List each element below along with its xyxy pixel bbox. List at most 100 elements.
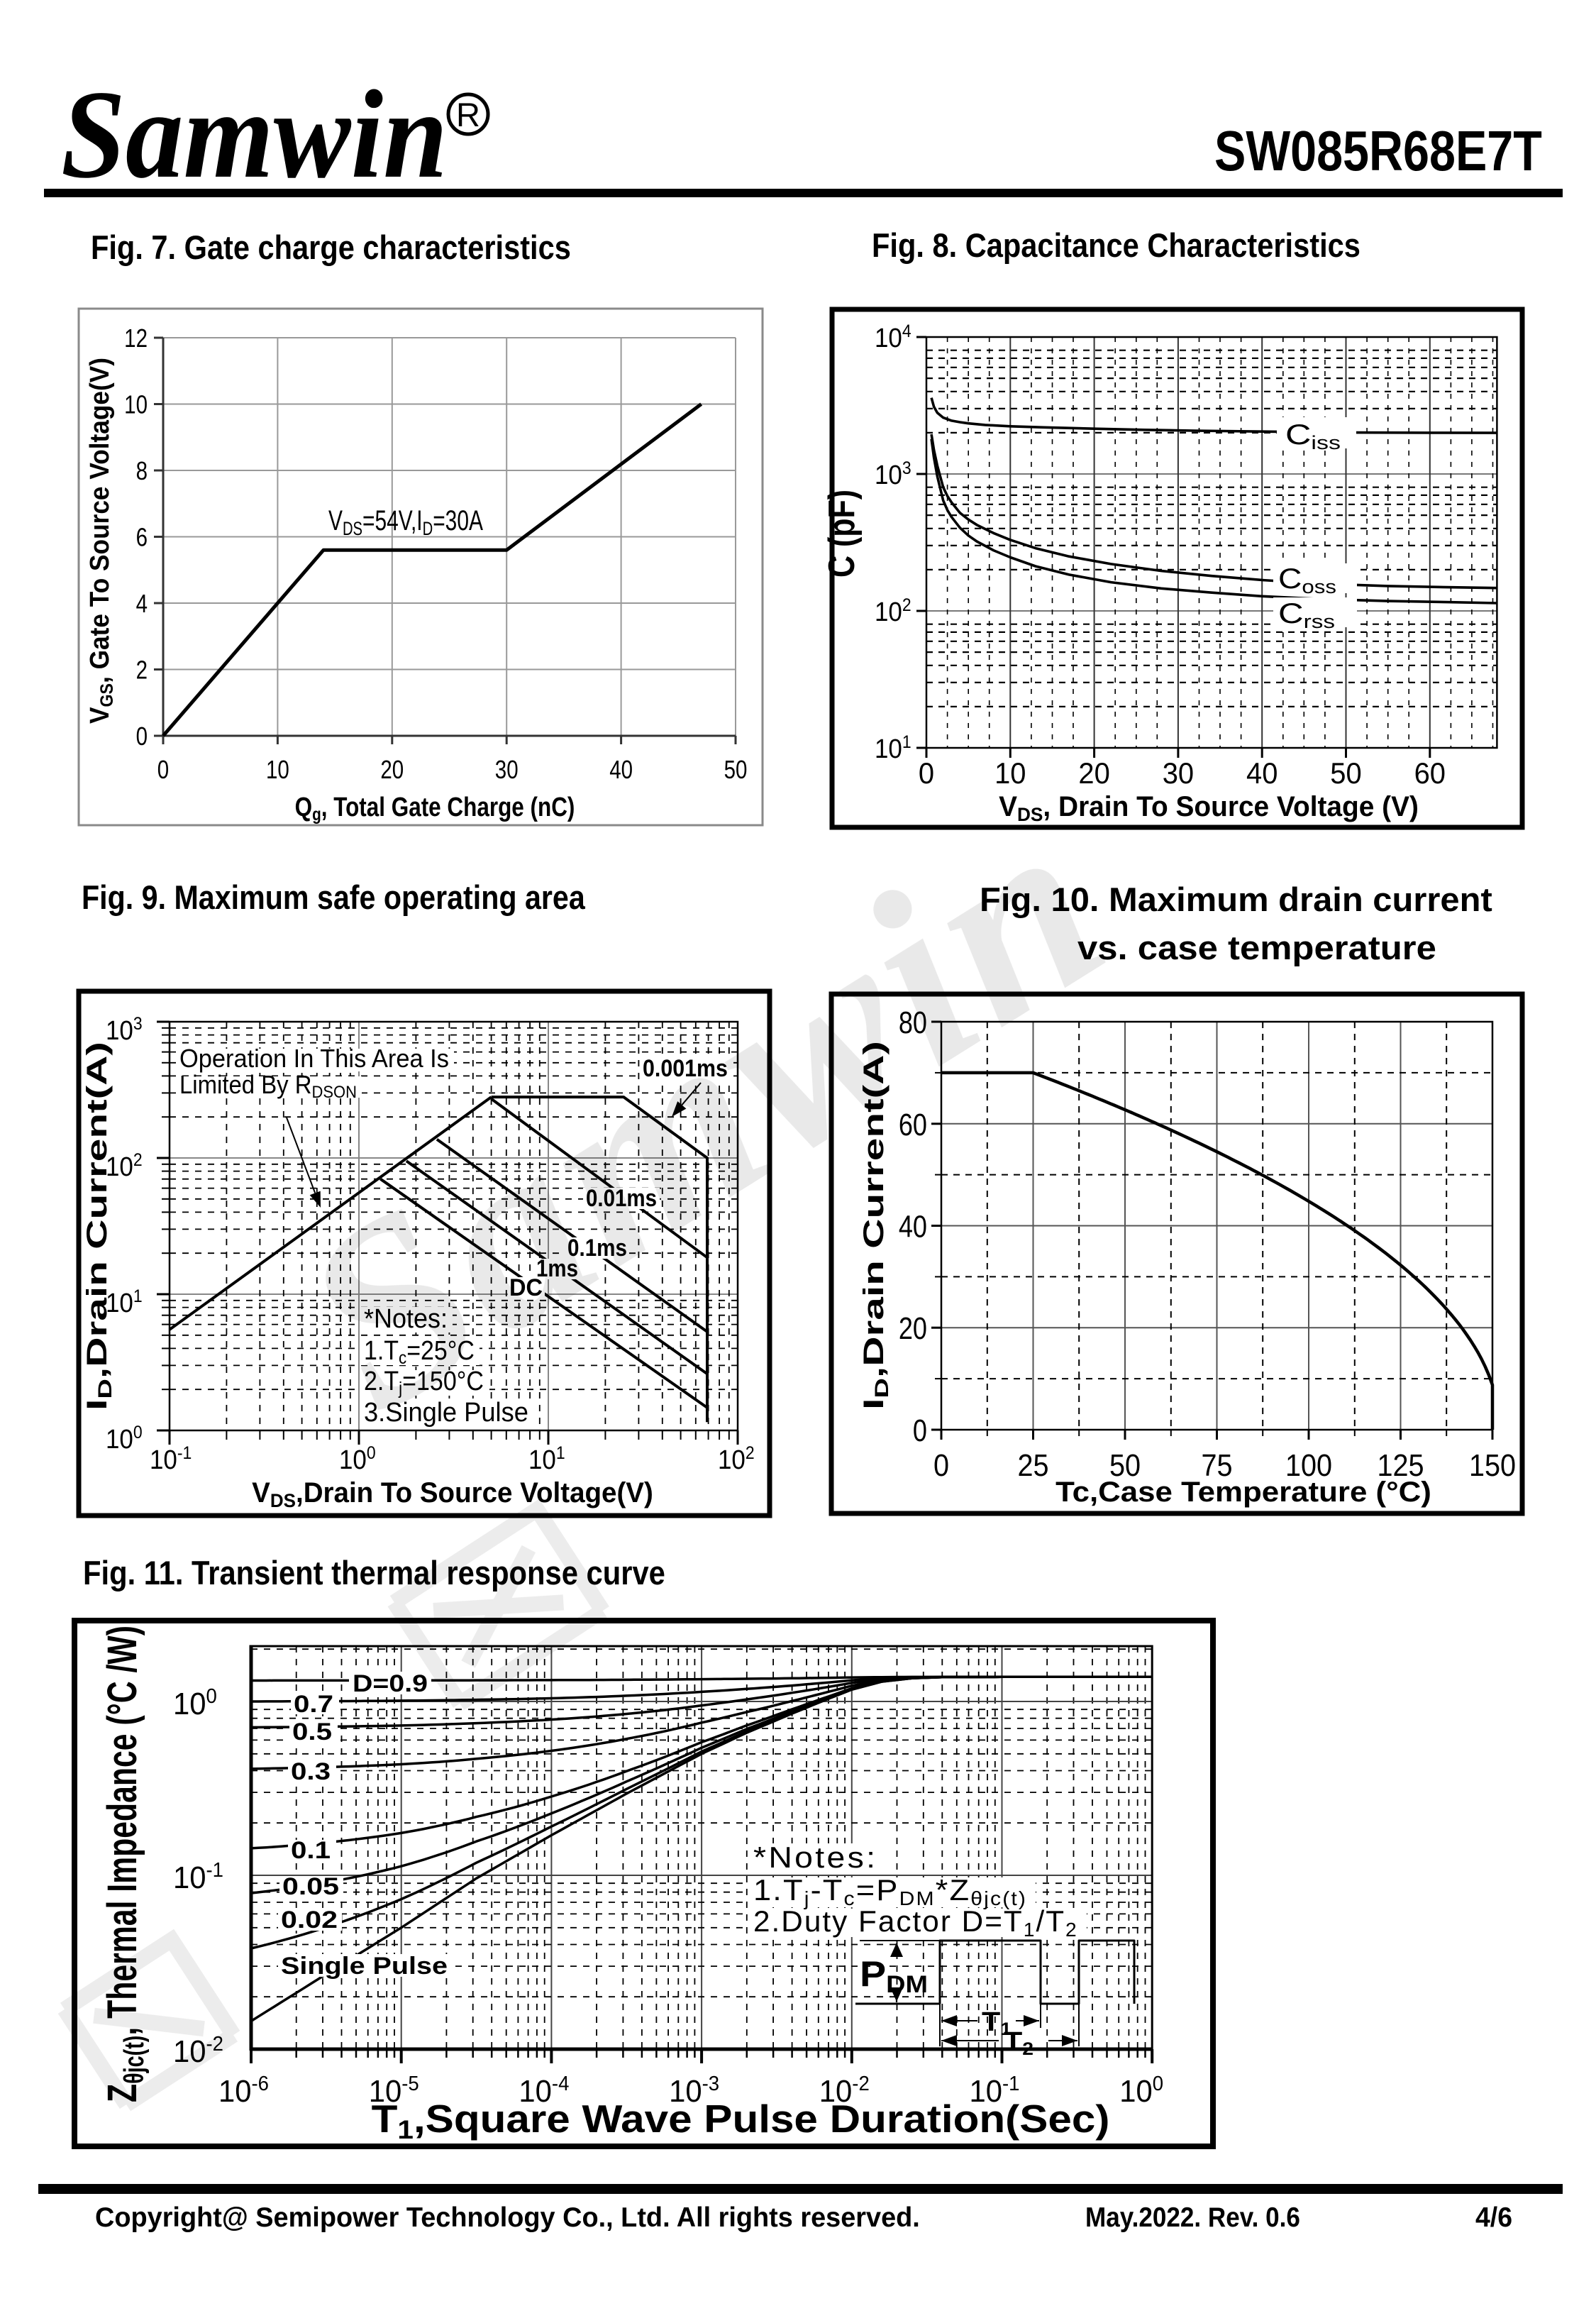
svg-text:0.5: 0.5 bbox=[292, 1718, 332, 1745]
svg-text:0.01ms: 0.01ms bbox=[586, 1184, 657, 1211]
svg-text:Zθjc(t)​, Thermal Impedance (°: Zθjc(t)​, Thermal Impedance (°C /W) bbox=[99, 1626, 150, 2102]
svg-text:Single Pulse: Single Pulse bbox=[281, 1953, 448, 1980]
svg-text:0: 0 bbox=[136, 722, 148, 750]
svg-text:0.001ms: 0.001ms bbox=[643, 1054, 728, 1081]
svg-text:Fig. 7. Gate charge characteri: Fig. 7. Gate charge characteristics bbox=[91, 230, 571, 267]
svg-text:Coss​: Coss​ bbox=[1278, 563, 1336, 598]
svg-text:125: 125 bbox=[1377, 1447, 1424, 1482]
svg-text:Fig. 10. Maximum drain current: Fig. 10. Maximum drain current bbox=[980, 882, 1492, 919]
svg-text:Fig. 9. Maximum safe operating: Fig. 9. Maximum safe operating area bbox=[82, 880, 585, 917]
svg-text:0.1ms: 0.1ms bbox=[567, 1234, 627, 1261]
svg-text:50: 50 bbox=[1109, 1447, 1141, 1482]
svg-text:VDS​, Drain To Source Voltage: VDS​, Drain To Source Voltage (V) bbox=[999, 790, 1419, 825]
svg-text:2: 2 bbox=[136, 656, 148, 684]
svg-text:104​: 104​ bbox=[875, 321, 911, 353]
svg-text:VGS​, Gate To Source Voltage: VGS​, Gate To Source Voltage(V) bbox=[84, 358, 117, 724]
svg-text:60: 60 bbox=[1414, 756, 1446, 790]
svg-text:10-4​: 10-4​ bbox=[519, 2071, 569, 2109]
svg-text:VDS​=54V,ID​=30A: VDS​=54V,ID​=30A bbox=[328, 505, 483, 540]
svg-text:0: 0 bbox=[933, 1447, 949, 1482]
svg-text:DC: DC bbox=[509, 1274, 543, 1301]
svg-text:100​: 100​ bbox=[106, 1423, 143, 1454]
svg-text:T1​: T1​ bbox=[982, 2006, 1012, 2039]
svg-text:30: 30 bbox=[495, 755, 519, 783]
svg-text:T1​,Square Wave Pulse Duration: T1​,Square Wave Pulse Duration(Sec) bbox=[372, 2097, 1110, 2144]
svg-text:VDS​,Drain To Source Voltage(V: VDS​,Drain To Source Voltage(V) bbox=[252, 1477, 653, 1511]
svg-text:T2​: T2​ bbox=[1004, 2026, 1033, 2058]
svg-text:0: 0 bbox=[913, 1413, 927, 1448]
svg-text:102​: 102​ bbox=[718, 1443, 755, 1474]
svg-text:ID​,Drain Current(A): ID​,Drain Current(A) bbox=[858, 1041, 892, 1410]
svg-text:0.1: 0.1 bbox=[291, 1836, 331, 1863]
svg-text:10: 10 bbox=[994, 756, 1026, 790]
svg-text:20: 20 bbox=[1078, 756, 1109, 790]
svg-text:10-5​: 10-5​ bbox=[369, 2071, 419, 2109]
svg-text:10: 10 bbox=[124, 390, 148, 419]
svg-text:ID​,Drain Current(A): ID​,Drain Current(A) bbox=[81, 1042, 116, 1411]
svg-text:Copyright@ Semipower Technolog: Copyright@ Semipower Technology Co., Ltd… bbox=[95, 2202, 920, 2234]
svg-text:0.3: 0.3 bbox=[291, 1758, 331, 1784]
svg-text:75: 75 bbox=[1201, 1447, 1232, 1482]
svg-text:40: 40 bbox=[899, 1209, 927, 1244]
svg-text:12: 12 bbox=[124, 324, 148, 352]
svg-text:40: 40 bbox=[1246, 756, 1278, 790]
svg-text:2.Tj​=150°C: 2.Tj​=150°C bbox=[364, 1365, 484, 1399]
svg-text:101​: 101​ bbox=[875, 732, 911, 763]
svg-text:*Notes:: *Notes: bbox=[753, 1841, 877, 1875]
svg-text:Fig. 11. Transient thermal res: Fig. 11. Transient thermal response curv… bbox=[83, 1555, 665, 1592]
svg-text:Ciss​: Ciss​ bbox=[1285, 419, 1341, 453]
svg-text:10-2​: 10-2​ bbox=[819, 2071, 870, 2109]
svg-text:6: 6 bbox=[136, 523, 148, 551]
svg-text:10: 10 bbox=[266, 755, 289, 783]
svg-text:101​: 101​ bbox=[528, 1443, 565, 1474]
svg-text:40: 40 bbox=[609, 755, 633, 783]
svg-text:100: 100 bbox=[1285, 1447, 1332, 1482]
svg-text:D=0.9: D=0.9 bbox=[353, 1670, 428, 1697]
svg-text:0.05: 0.05 bbox=[282, 1872, 339, 1899]
svg-text:50: 50 bbox=[724, 755, 748, 783]
svg-text:R: R bbox=[456, 96, 480, 133]
svg-text:10-1​: 10-1​ bbox=[150, 1443, 192, 1474]
svg-text:C (pF): C (pF) bbox=[821, 490, 863, 578]
svg-text:30: 30 bbox=[1163, 756, 1194, 790]
svg-text:100​: 100​ bbox=[339, 1443, 376, 1474]
svg-text:20: 20 bbox=[899, 1311, 927, 1346]
svg-text:1.Tc​=25°C: 1.Tc​=25°C bbox=[364, 1335, 475, 1368]
svg-text:100​: 100​ bbox=[1119, 2071, 1163, 2109]
svg-text:10-6​: 10-6​ bbox=[218, 2071, 269, 2109]
svg-text:Limited By RDSON​: Limited By RDSON​ bbox=[179, 1071, 357, 1102]
svg-text:Qg​, Total Gate Charge (nC): Qg​, Total Gate Charge (nC) bbox=[295, 792, 575, 824]
svg-text:3.Single Pulse: 3.Single Pulse bbox=[364, 1396, 528, 1427]
svg-text:SW085R68E7T: SW085R68E7T bbox=[1214, 118, 1542, 182]
svg-text:10-2​: 10-2​ bbox=[173, 2031, 223, 2069]
svg-text:102​: 102​ bbox=[875, 595, 911, 627]
svg-text:4/6: 4/6 bbox=[1475, 2202, 1512, 2233]
svg-text:150: 150 bbox=[1469, 1447, 1516, 1482]
svg-text:1.Tj​-Tc​=PDM​*Zθjc(t)​: 1.Tj​-Tc​=PDM​*Zθjc(t)​ bbox=[753, 1874, 1027, 1909]
svg-text:*Notes:: *Notes: bbox=[364, 1303, 448, 1333]
svg-text:PDM​: PDM​ bbox=[860, 1955, 928, 1998]
svg-text:Tc,Case Temperature (°C): Tc,Case Temperature (°C) bbox=[1055, 1476, 1431, 1508]
svg-text:20: 20 bbox=[380, 755, 404, 783]
svg-text:100​: 100​ bbox=[173, 1684, 217, 1721]
svg-text:Samwin: Samwin bbox=[61, 65, 448, 204]
svg-text:102​: 102​ bbox=[106, 1150, 143, 1181]
svg-text:50: 50 bbox=[1330, 756, 1361, 790]
svg-text:vs. case temperature: vs. case temperature bbox=[1077, 930, 1436, 967]
svg-text:Crss​: Crss​ bbox=[1278, 597, 1335, 632]
svg-text:103​: 103​ bbox=[106, 1014, 143, 1045]
svg-text:0.02: 0.02 bbox=[281, 1906, 338, 1933]
svg-text:80: 80 bbox=[899, 1005, 927, 1040]
svg-text:Operation In This Area Is: Operation In This Area Is bbox=[179, 1044, 449, 1073]
svg-text:May.2022. Rev. 0.6: May.2022. Rev. 0.6 bbox=[1085, 2201, 1300, 2232]
svg-text:10-3​: 10-3​ bbox=[669, 2071, 719, 2109]
svg-text:Fig. 8. Capacitance Characteri: Fig. 8. Capacitance Characteristics bbox=[872, 228, 1361, 265]
svg-text:101​: 101​ bbox=[106, 1286, 143, 1318]
svg-text:0: 0 bbox=[157, 755, 169, 783]
svg-text:2.Duty Factor D=T1​/T2​: 2.Duty Factor D=T1​/T2​ bbox=[753, 1904, 1078, 1941]
svg-text:4: 4 bbox=[136, 589, 148, 617]
svg-text:8: 8 bbox=[136, 456, 148, 485]
svg-text:10-1​: 10-1​ bbox=[970, 2071, 1020, 2109]
svg-text:25: 25 bbox=[1017, 1447, 1048, 1482]
svg-text:10-1​: 10-1​ bbox=[173, 1858, 223, 1895]
